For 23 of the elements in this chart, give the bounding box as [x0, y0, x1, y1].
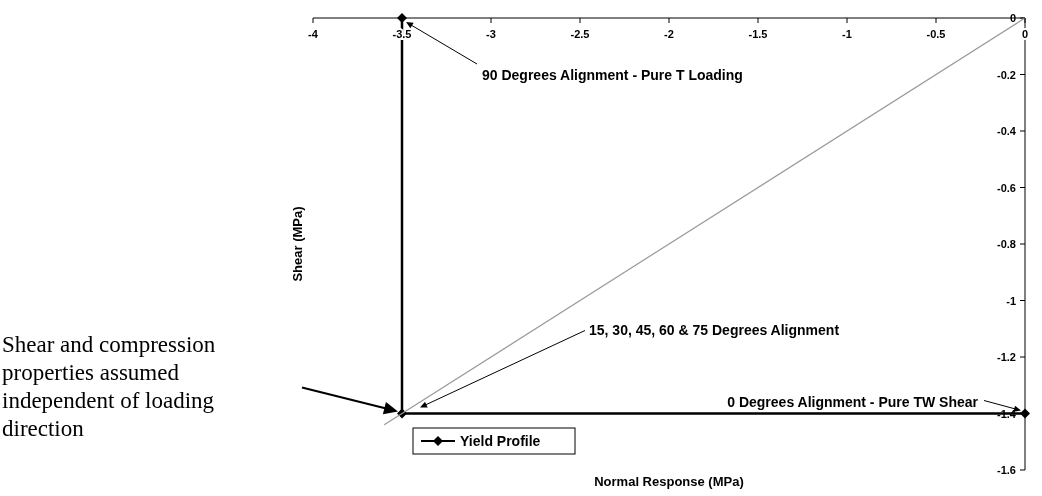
- y-tick-label: -0.4: [997, 125, 1017, 137]
- x-tick-label: -2.5: [570, 28, 590, 40]
- legend-label: Yield Profile: [460, 433, 541, 449]
- y-tick-label: -1.2: [997, 351, 1016, 363]
- y-tick-label: 0: [1009, 12, 1016, 24]
- x-tick-label: -2: [664, 28, 674, 40]
- y-tick-label: -1.6: [997, 464, 1016, 476]
- y-axis-title: Shear (MPa): [290, 206, 305, 282]
- x-tick-label: -1.5: [748, 28, 768, 40]
- x-axis-title: Normal Response (MPa): [594, 474, 744, 489]
- y-tick-label: -0.8: [997, 238, 1016, 250]
- text: Shear and compression properties assumed independent of loading direction: [2, 331, 216, 441]
- annotation: 0 Degrees Alignment - Pure TW Shear: [727, 393, 979, 410]
- y-tick-label: -0.2: [997, 68, 1016, 81]
- x-tick-label: -1: [842, 28, 852, 40]
- y-tick-label: -0.6: [997, 181, 1016, 194]
- annotation: 90 Degrees Alignment - Pure T Loading: [482, 67, 743, 83]
- x-tick-label: -4: [308, 28, 319, 40]
- annotation: 15, 30, 45, 60 & 75 Degrees Alignment: [589, 321, 840, 338]
- x-tick-label: 0: [1021, 28, 1029, 40]
- y-tick-label: -1: [1006, 294, 1016, 307]
- x-tick-label: -0.5: [926, 28, 946, 40]
- x-tick-label: -3: [486, 28, 496, 40]
